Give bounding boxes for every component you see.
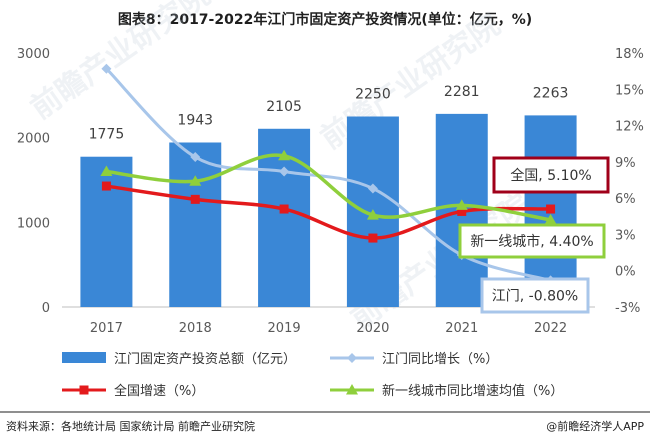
- new-tier1-growth-point: [278, 149, 291, 161]
- legend-label: 江门同比增长（%）: [382, 352, 498, 367]
- y-left-tick-label: 2000: [17, 132, 50, 147]
- callout-label: 全国, 5.10%: [510, 167, 591, 184]
- y-left-tick-label: 1000: [17, 216, 50, 231]
- chart-title: 图表8：2017-2022年江门市固定资产投资情况(单位：亿元，%): [118, 11, 532, 28]
- y-left-tick-label: 3000: [17, 47, 50, 62]
- callout-box: [492, 156, 610, 194]
- jiangmen-growth-point: [190, 152, 201, 163]
- national-growth-point: [101, 181, 111, 191]
- y-right-tick-label: 18%: [615, 47, 644, 62]
- y-right-tick-label: 15%: [615, 83, 644, 98]
- new-tier1-growth-point: [455, 199, 468, 210]
- legend-label: 新一线城市同比增速均值（%）: [382, 383, 563, 399]
- new-tier1-growth-line: [106, 153, 551, 222]
- legend-swatch-marker: [346, 384, 358, 395]
- x-tick-label: 2022: [534, 321, 567, 336]
- national-growth-point: [279, 204, 289, 214]
- y-right-tick-label: -3%: [615, 301, 640, 316]
- national-growth-point: [546, 204, 556, 214]
- bar: [169, 142, 222, 307]
- jiangmen-growth-point: [367, 183, 378, 194]
- new-tier1-growth-point: [544, 213, 557, 225]
- new-tier1-growth-point: [100, 165, 113, 177]
- legend-swatch-bar: [62, 352, 106, 363]
- bar-value-label: 2250: [355, 87, 391, 103]
- jiangmen-growth-point: [101, 63, 112, 74]
- new-tier1-growth-point: [189, 175, 202, 186]
- jiangmen-growth-point: [279, 166, 290, 177]
- bar-value-label: 1943: [177, 112, 213, 128]
- legend-label: 全国增速（%）: [114, 383, 204, 399]
- new-tier1-growth-point: [366, 209, 379, 220]
- plot-area: 0 1000 2000 3000 -3% 0% 3% 6% 9% 12% 15% 18% 2017 201…: [17, 47, 644, 399]
- callout-label: 江门, -0.80%: [492, 289, 578, 305]
- y-right-tick-label: 6%: [615, 192, 636, 207]
- x-tick-label: 2017: [90, 321, 123, 336]
- y-right-tick-label: 0%: [615, 265, 636, 280]
- bar-value-label: 2105: [266, 99, 302, 115]
- legend-swatch-marker: [79, 385, 89, 395]
- bar-value-label: 2263: [533, 85, 569, 101]
- legend-label: 江门固定资产投资总额（亿元）: [114, 351, 296, 367]
- y-right-tick-label: 3%: [615, 228, 636, 243]
- callout-box: [480, 277, 590, 314]
- y-left-tick-label: 0: [42, 301, 50, 316]
- bar: [80, 156, 133, 307]
- footer-brand: @前瞻经济学人APP: [546, 419, 644, 433]
- x-tick-label: 2018: [179, 321, 212, 336]
- national-growth-line: [106, 184, 551, 240]
- footer-source: 资料来源：各地统计局 国家统计局 前瞻产业研究院: [6, 419, 255, 433]
- y-right-tick-label: 9%: [615, 156, 636, 171]
- callout-box: [458, 223, 606, 259]
- legend-swatch-marker: [347, 353, 357, 363]
- bar-value-label: 2281: [444, 84, 480, 100]
- x-tick-label: 2019: [268, 321, 301, 336]
- bar-value-label: 1775: [89, 127, 125, 143]
- y-right-tick-label: 12%: [615, 120, 644, 135]
- national-growth-point: [368, 233, 378, 243]
- national-growth-point: [457, 206, 467, 216]
- callout-label: 新一线城市, 4.40%: [470, 233, 593, 250]
- x-tick-label: 2020: [356, 321, 389, 336]
- x-tick-label: 2021: [445, 321, 478, 336]
- national-growth-point: [190, 194, 200, 204]
